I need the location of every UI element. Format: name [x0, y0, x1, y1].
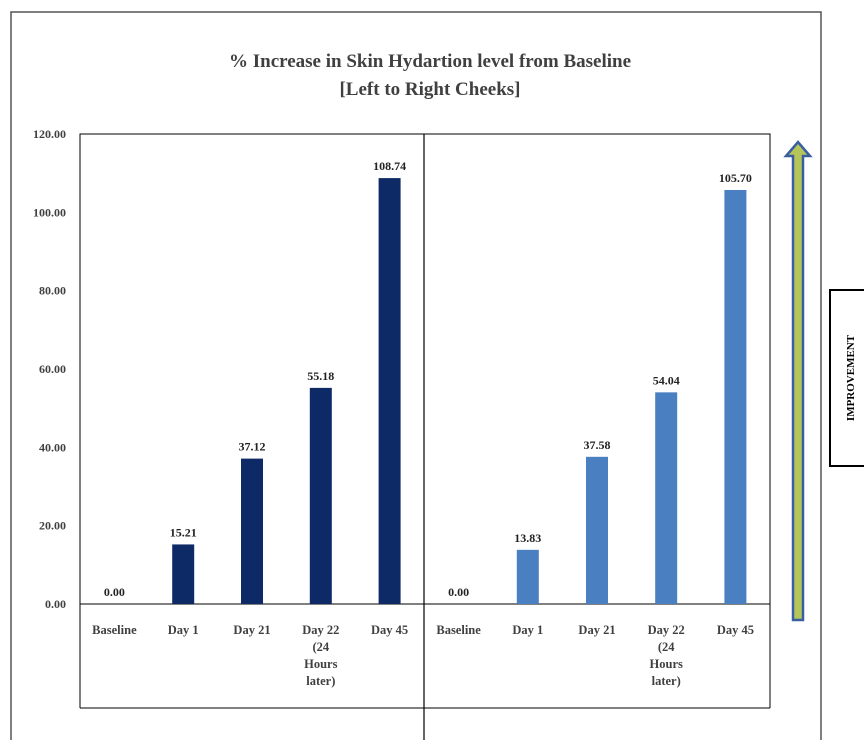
y-tick-label: 100.00 — [33, 205, 66, 219]
bar — [241, 459, 263, 604]
data-label: 37.58 — [584, 438, 611, 452]
y-tick-label: 60.00 — [39, 362, 66, 376]
x-tick-label: Day 1 — [512, 623, 543, 637]
x-tick-label: Hours — [304, 657, 337, 671]
data-label: 0.00 — [448, 585, 469, 599]
data-label: 15.21 — [170, 525, 197, 539]
bars-group: 0.00 15.21 37.12 55.18 108.74 0.00 13.83 37.58 5… — [104, 159, 752, 604]
data-label: 54.04 — [653, 373, 680, 387]
y-tick-label: 40.00 — [39, 440, 66, 454]
data-label: 108.74 — [373, 159, 406, 173]
improvement-arrow-icon — [786, 142, 810, 620]
x-tick-label: Day 21 — [578, 623, 615, 637]
x-tick-label: (24 — [312, 640, 329, 654]
improvement-label: IMPROVEMENT — [845, 334, 857, 421]
data-label: 105.70 — [719, 171, 752, 185]
x-tick-label: later) — [306, 674, 335, 688]
x-tick-label: later) — [652, 674, 681, 688]
bar — [586, 457, 608, 604]
x-axis-labels: Baseline Day 1 Day 21 Day 22 (24 Hours later) D… — [92, 623, 754, 688]
x-tick-label: Baseline — [92, 623, 137, 637]
data-label: 37.12 — [239, 440, 266, 454]
x-tick-label: Day 22 — [302, 623, 339, 637]
x-tick-label: Hours — [650, 657, 683, 671]
x-tick-label: Day 45 — [371, 623, 408, 637]
bar — [655, 392, 677, 604]
bar — [310, 388, 332, 604]
chart-subtitle: [Left to Right Cheeks] — [339, 79, 520, 100]
x-tick-label: Day 45 — [717, 623, 754, 637]
y-tick-label: 0.00 — [45, 597, 66, 611]
y-tick-label: 120.00 — [33, 127, 66, 141]
bar — [724, 190, 746, 604]
x-tick-label: Day 1 — [168, 623, 199, 637]
bar — [379, 178, 401, 604]
chart-title: % Increase in Skin Hydartion level from … — [229, 51, 631, 72]
y-axis: 0.00 20.00 40.00 60.00 80.00 100.00 120.00 — [33, 127, 66, 611]
bar — [517, 550, 539, 604]
x-tick-label: Day 22 — [648, 623, 685, 637]
bar — [172, 544, 194, 604]
data-label: 13.83 — [514, 531, 541, 545]
x-tick-label: Day 21 — [233, 623, 270, 637]
x-tick-label: Baseline — [436, 623, 481, 637]
data-label: 55.18 — [307, 369, 334, 383]
x-tick-label: (24 — [658, 640, 675, 654]
y-tick-label: 20.00 — [39, 519, 66, 533]
y-tick-label: 80.00 — [39, 284, 66, 298]
data-label: 0.00 — [104, 585, 125, 599]
